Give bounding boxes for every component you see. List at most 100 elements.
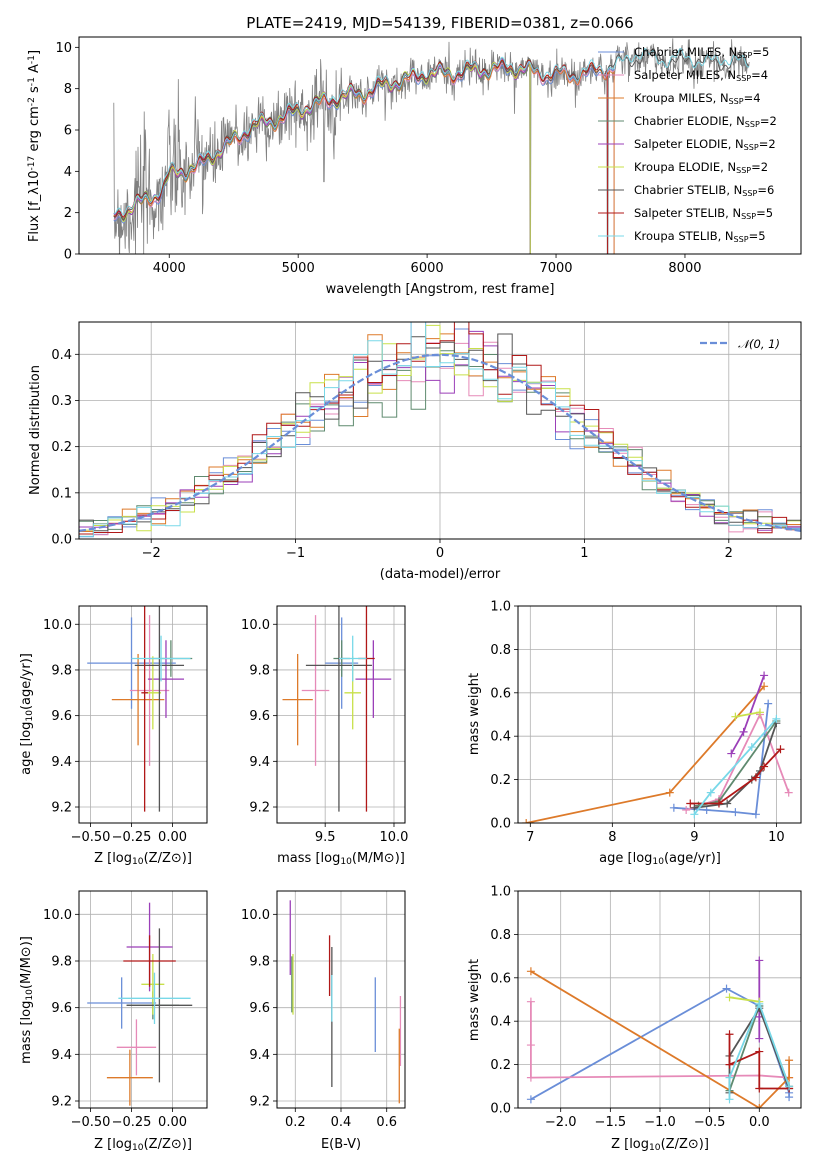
x-axis-label: age [log10(age/yr)]	[599, 851, 721, 867]
legend-label-part: =6	[757, 183, 774, 197]
x-axis-label-sub: 10	[132, 857, 144, 867]
x-tick-label: −1.0	[644, 1115, 676, 1130]
axes-frame	[276, 605, 406, 824]
legend-label-sub: SSP	[736, 74, 751, 83]
y-axis-label-sup: -1	[27, 55, 37, 64]
x-tick-label: −1	[286, 546, 305, 561]
model-spectrum	[113, 47, 750, 216]
x-tick-label: −2	[142, 546, 161, 561]
plot-area	[289, 900, 402, 1104]
x-axis-label-part: (Z/Z⊙)]	[144, 1137, 192, 1152]
panel-mass-vs-Z: −0.50 −0.25 0.009.29.49.69.810.0Z [log10(Z…	[19, 890, 208, 1153]
weight-point	[725, 1073, 734, 1082]
x-axis-label-sub: 10	[132, 1143, 144, 1153]
x-tick-label: 0.00	[158, 1115, 187, 1130]
y-tick-label: 8	[64, 82, 72, 97]
x-axis-label-sub: 10	[652, 857, 664, 867]
y-axis-label-sub: 10	[25, 989, 35, 1001]
weight-point	[722, 984, 731, 993]
x-axis-label: Z [log10(Z/Z⊙)]	[611, 1137, 709, 1153]
legend-label-sub: SSP	[737, 51, 752, 60]
y-tick-label: 0.8	[490, 928, 511, 943]
weight-point	[706, 788, 715, 797]
y-axis-label-part: mass weight	[467, 959, 482, 1041]
x-axis-label-part: age [log	[599, 851, 652, 866]
weight-point	[522, 819, 531, 823]
plot-area	[87, 606, 193, 812]
x-tick-label: −0.50	[71, 1115, 111, 1130]
x-tick-label: 0.4	[331, 1115, 352, 1130]
y-axis-label-part: erg cm	[27, 106, 42, 155]
x-tick-label: 0.0	[749, 1115, 770, 1130]
y-tick-label: 9.8	[249, 955, 270, 970]
weight-point	[731, 712, 740, 721]
weight-line	[530, 970, 790, 1108]
grid	[79, 606, 207, 823]
y-tick-label: 0.2	[490, 773, 511, 788]
x-axis-label-part: Z [log	[94, 851, 132, 866]
y-axis-label-part: Flux [f_λ10	[27, 171, 42, 243]
legend-label-part: Kroupa MILES, N	[634, 91, 729, 105]
x-axis-label-part: wavelength [Angstrom, rest frame]	[326, 282, 555, 297]
y-tick-label: 0.6	[490, 686, 511, 701]
panel-age-vs-Z: −0.50 −0.25 0.009.29.49.69.810.0Z [log10(Z…	[19, 605, 208, 867]
y-tick-label: 0.0	[490, 1102, 511, 1117]
x-axis-label-sub: 10	[340, 857, 352, 867]
y-axis-label-part: s	[27, 86, 42, 97]
x-axis-label-part: E(B-V)	[321, 1137, 361, 1152]
ticks: 0.2 0.4 0.6 9.2 9.4 9.6 9.8 10.0	[241, 908, 397, 1130]
y-tick-label: 9.4	[51, 1048, 72, 1063]
weight-point	[665, 788, 674, 797]
weight-point	[755, 999, 764, 1008]
weight-point	[755, 1047, 764, 1056]
weight-point	[755, 956, 764, 965]
y-axis-label: mass [log10(M/M⊙)]	[19, 936, 35, 1064]
y-axis-label: age [log10(age/yr)]	[19, 653, 35, 775]
y-tick-label: 9.6	[249, 709, 270, 724]
weight-point	[725, 993, 734, 1002]
axes-frame	[517, 890, 802, 1109]
y-tick-label: 0.3	[51, 394, 72, 409]
legend-label: 𝒩(0, 1)	[738, 337, 780, 351]
y-tick-label: 9.2	[249, 801, 270, 816]
x-tick-label: 7000	[539, 261, 572, 276]
weight-point	[785, 1082, 794, 1091]
weight-line	[735, 711, 761, 718]
y-tick-label: 0.4	[490, 730, 511, 745]
legend-label-sub: SSP	[734, 235, 749, 244]
ticks: 4000 5000 6000 7000 8000 0 2 4 6 8 10	[55, 41, 701, 276]
legend-label-part: Kroupa STELIB, N	[634, 229, 734, 243]
plot-area	[526, 956, 794, 1108]
legend-label-part: Chabrier ELODIE, N	[634, 114, 745, 128]
legend-label-sub: SSP	[736, 166, 751, 175]
y-tick-label: 0.0	[490, 817, 511, 832]
grid	[277, 606, 405, 823]
legend-label-part: =2	[759, 137, 776, 151]
y-tick-label: 9.4	[249, 755, 270, 770]
legend-label-sub: SSP	[741, 212, 756, 221]
grid	[79, 891, 207, 1108]
plot-area	[522, 671, 793, 823]
y-tick-label: 9.2	[51, 801, 72, 816]
weight-point	[772, 714, 781, 723]
x-axis-label: (data-model)/error	[380, 567, 501, 582]
legend-label: Kroupa MILES, NSSP=4	[634, 91, 761, 106]
legend-label: Salpeter ELODIE, NSSP=2	[634, 137, 776, 152]
x-tick-label: 9	[690, 830, 698, 845]
y-axis-label-part: age [log	[19, 722, 34, 775]
weight-line	[729, 996, 760, 1003]
observed-spectrum	[113, 38, 750, 254]
y-tick-label: 0.2	[51, 440, 72, 455]
weight-point	[727, 749, 736, 758]
legend-label-part: Salpeter MILES, N	[634, 68, 736, 82]
y-axis-label: Normed distribution	[28, 365, 43, 495]
y-axis-label-sup: -2	[27, 97, 37, 106]
legend-label-sub: SSP	[745, 120, 760, 129]
weight-point	[755, 1034, 764, 1043]
x-tick-label: 4000	[153, 261, 186, 276]
x-axis-label: Z [log10(Z/Z⊙)]	[94, 851, 192, 867]
y-tick-label: 9.6	[249, 1001, 270, 1016]
x-axis-label-part: mass [log	[277, 851, 340, 866]
